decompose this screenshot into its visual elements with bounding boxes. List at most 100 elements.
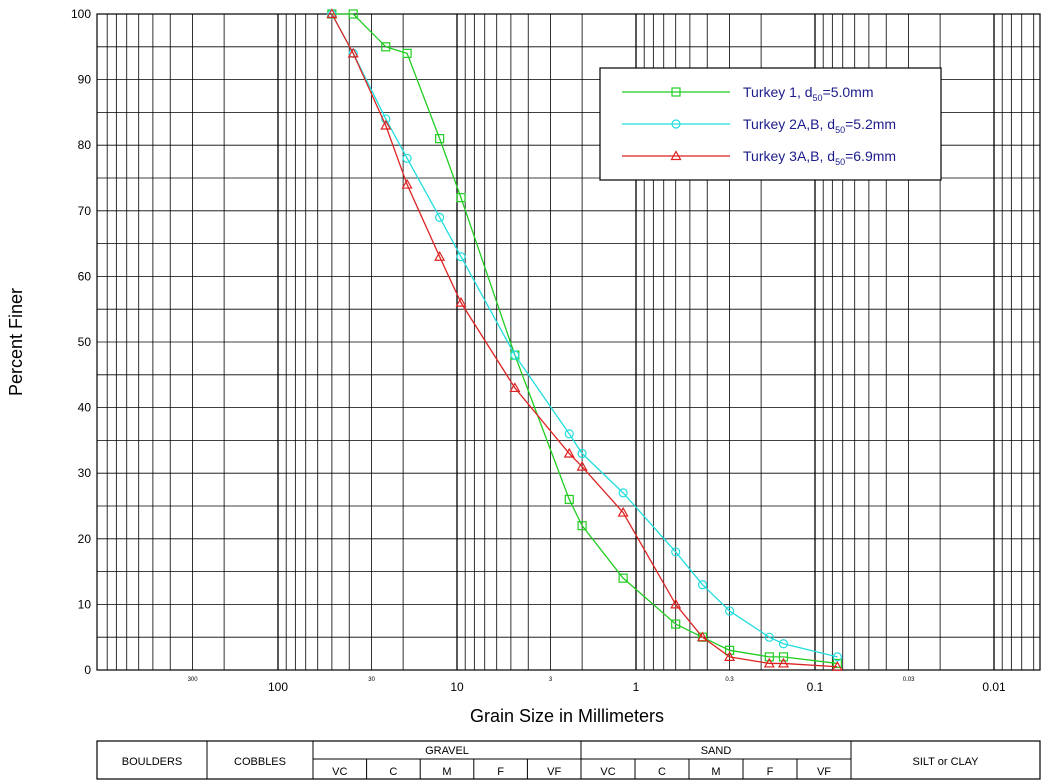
x-tick-label: 100 bbox=[268, 680, 288, 694]
legend: Turkey 1, d50=5.0mm Turkey 2A,B, d50=5.2m… bbox=[599, 67, 942, 181]
data-point-triangle bbox=[724, 651, 736, 661]
data-point-square bbox=[618, 573, 628, 583]
data-point-circle bbox=[510, 350, 520, 360]
data-point-triangle bbox=[455, 296, 467, 307]
legend-label: Turkey 3A,B, d50=6.9mm bbox=[743, 148, 896, 167]
y-tick-label: 60 bbox=[78, 269, 92, 283]
gravel-sub-label: VC bbox=[332, 766, 347, 778]
legend-label: Turkey 1, d50=5.0mm bbox=[743, 84, 874, 103]
data-point-triangle bbox=[326, 8, 338, 19]
table-frame bbox=[96, 740, 1041, 780]
data-point-square bbox=[778, 652, 789, 662]
data-point-square bbox=[577, 521, 587, 531]
data-point-circle bbox=[724, 606, 735, 616]
data-point-circle bbox=[381, 114, 391, 124]
x-tick-label: 0.01 bbox=[982, 680, 1006, 694]
data-point-square bbox=[435, 134, 445, 144]
data-point-square bbox=[456, 193, 466, 203]
cobbles-label: COBBLES bbox=[234, 756, 286, 768]
series-line bbox=[331, 13, 838, 668]
data-point-circle bbox=[778, 639, 789, 649]
data-point-triangle bbox=[434, 250, 446, 261]
y-axis-title: Percent Finer bbox=[6, 288, 26, 396]
sand-sub-label: VC bbox=[600, 766, 615, 778]
silt-clay-label: SILT or CLAY bbox=[912, 756, 979, 768]
data-point-triangle bbox=[401, 178, 413, 189]
soil-classification-table: BOULDERS COBBLES GRAVEL SAND SILT or CLAY VC C… bbox=[96, 740, 1041, 780]
legend-label: Turkey 2A,B, d50=5.2mm bbox=[743, 116, 896, 135]
data-point-circle bbox=[697, 580, 708, 590]
data-point-circle bbox=[402, 153, 412, 163]
gravel-sub-label: C bbox=[389, 766, 397, 778]
data-point-triangle bbox=[563, 447, 575, 458]
legend-item: Turkey 2A,B, d50=5.2mm bbox=[622, 116, 896, 135]
data-point-square bbox=[348, 9, 358, 19]
data-point-circle bbox=[671, 119, 681, 129]
y-tick-label: 30 bbox=[78, 466, 92, 480]
sand-sub-label: M bbox=[711, 766, 720, 778]
data-point-square bbox=[671, 619, 681, 629]
data-point-triangle bbox=[831, 660, 843, 671]
y-tick-label: 90 bbox=[78, 73, 92, 87]
series-line bbox=[331, 13, 838, 658]
data-point-circle bbox=[435, 212, 445, 222]
data-point-triangle bbox=[763, 657, 775, 668]
data-point-circle bbox=[577, 448, 587, 459]
y-tick-label: 70 bbox=[78, 204, 92, 218]
data-point-circle bbox=[564, 429, 574, 439]
y-tick-label: 0 bbox=[84, 663, 91, 677]
data-point-triangle bbox=[347, 47, 359, 58]
data-point-square bbox=[381, 42, 391, 52]
series-2 bbox=[327, 9, 842, 662]
data-point-triangle bbox=[509, 382, 521, 393]
series-3 bbox=[326, 8, 843, 671]
gravel-sub-label: F bbox=[497, 766, 504, 778]
gravel-label: GRAVEL bbox=[425, 745, 469, 757]
data-point-circle bbox=[832, 652, 842, 662]
data-point-square bbox=[832, 658, 842, 669]
data-point-triangle bbox=[670, 150, 682, 161]
data-point-triangle bbox=[777, 657, 790, 668]
data-point-triangle bbox=[576, 460, 588, 471]
legend-item: Turkey 3A,B, d50=6.9mm bbox=[622, 148, 896, 167]
x-tick-label: 10 bbox=[450, 680, 464, 694]
data-point-triangle bbox=[696, 631, 709, 642]
data-point-square bbox=[724, 645, 735, 655]
series-1 bbox=[327, 9, 842, 669]
gravel-sub-label: VF bbox=[547, 766, 561, 778]
series-line bbox=[331, 13, 838, 665]
sand-sub-label: VF bbox=[817, 766, 831, 778]
y-tick-label: 40 bbox=[78, 401, 92, 415]
data-point-square bbox=[564, 494, 574, 505]
data-point-triangle bbox=[380, 119, 392, 130]
boulders-label: BOULDERS bbox=[122, 756, 183, 768]
data-point-circle bbox=[618, 488, 628, 498]
y-tick-label: 10 bbox=[78, 597, 92, 611]
x-minor-tick-label: 3 bbox=[549, 677, 553, 683]
data-point-square bbox=[764, 652, 774, 662]
x-minor-tick-label: 0.3 bbox=[725, 677, 734, 683]
x-axis-title: Grain Size in Millimeters bbox=[470, 706, 664, 726]
series bbox=[326, 8, 843, 671]
data-point-square bbox=[402, 48, 412, 58]
y-tick-label: 100 bbox=[71, 7, 91, 21]
sand-sub-label: F bbox=[767, 766, 774, 778]
data-point-circle bbox=[456, 252, 466, 262]
x-tick-label: 1 bbox=[633, 680, 640, 694]
y-tick-label: 50 bbox=[78, 335, 92, 349]
x-minor-tick-label: 0.03 bbox=[903, 677, 915, 683]
sand-label: SAND bbox=[701, 745, 732, 757]
x-minor-tick-label: 30 bbox=[368, 677, 375, 683]
x-minor-tick-label: 300 bbox=[188, 677, 199, 683]
data-point-triangle bbox=[617, 506, 629, 517]
data-point-square bbox=[671, 87, 681, 97]
y-tick-label: 20 bbox=[78, 532, 92, 546]
sand-sub-label: C bbox=[658, 766, 666, 778]
data-point-circle bbox=[671, 547, 681, 557]
gravel-sub-label: M bbox=[442, 766, 451, 778]
y-tick-label: 80 bbox=[78, 138, 92, 152]
data-point-triangle bbox=[670, 598, 682, 609]
x-tick-label: 0.1 bbox=[807, 680, 824, 694]
